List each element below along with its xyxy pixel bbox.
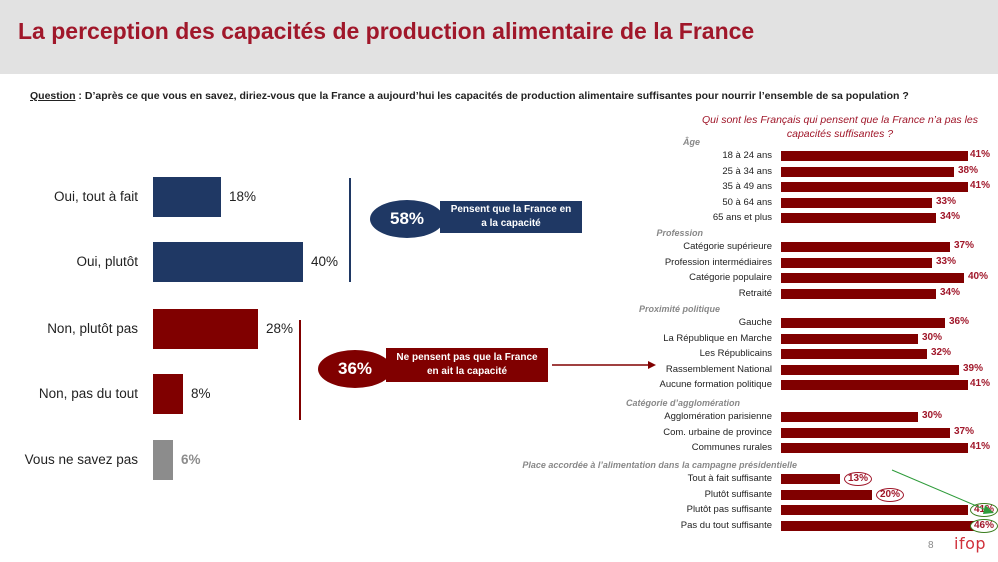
breakdown-bar — [781, 333, 918, 344]
breakdown-value: 34% — [940, 286, 961, 298]
left-category-label: Non, pas du tout — [38, 386, 138, 401]
breakdown-label: 25 à 34 ans — [722, 165, 772, 177]
breakdown-label: Rassemblement National — [665, 363, 772, 375]
breakdown-label: Les Républicains — [699, 348, 772, 359]
breakdown-bar — [781, 474, 840, 484]
breakdown-label: Tout à fait suffisante — [687, 473, 772, 484]
group-title: Proximité politique — [638, 304, 720, 314]
question-separator: : — [75, 90, 85, 102]
left-value-label: 8% — [191, 386, 211, 401]
breakdown-bar — [781, 380, 968, 390]
breakdown-bar — [781, 520, 991, 531]
left-value-label: 6% — [181, 452, 201, 467]
breakdown-label: 65 ans et plus — [712, 212, 772, 223]
breakdown-label: Pas du tout suffisante — [680, 519, 772, 531]
breakdown-bar — [781, 197, 932, 208]
group-title: Âge — [682, 137, 700, 147]
breakdown-value: 38% — [958, 164, 979, 176]
breakdown-value: 36% — [949, 316, 970, 327]
breakdown-value: 37% — [954, 240, 975, 251]
breakdown-label: Com. urbaine de province — [663, 426, 772, 438]
left-category-label: Oui, tout à fait — [53, 189, 138, 204]
breakdown-value: 39% — [963, 362, 984, 374]
left-bar — [153, 374, 183, 414]
breakdown-label: La République en Marche — [663, 332, 772, 344]
group-title: Profession — [656, 228, 703, 238]
breakdown-value: 20% — [876, 487, 905, 502]
left-value-label: 18% — [229, 189, 257, 204]
left-bar — [153, 309, 258, 349]
left-bar — [153, 242, 303, 282]
page-title: La perception des capacités de productio… — [18, 18, 755, 44]
left-category-label: Vous ne savez pas — [24, 452, 138, 467]
breakdown-value: 41% — [970, 378, 991, 389]
breakdown-title: Qui sont les Français qui pensent que la… — [701, 114, 979, 140]
breakdown-value: 30% — [922, 331, 943, 343]
breakdown-value: 32% — [931, 347, 952, 358]
breakdown-label: Agglomération parisienne — [664, 411, 772, 422]
breakdown-bar — [781, 151, 968, 161]
no-percent-bubble: 36% — [318, 350, 392, 388]
breakdown-value: 33% — [936, 255, 957, 267]
breakdown-label: Profession intermédiaires — [664, 256, 772, 268]
page-number: 8 — [928, 540, 934, 551]
breakdown-bar — [781, 213, 936, 223]
breakdown-label: Plutôt suffisante — [704, 488, 772, 500]
header-band — [0, 0, 998, 74]
breakdown-label: Catégorie populaire — [689, 272, 772, 283]
group-title: Place accordée à l’alimentation dans la … — [522, 460, 797, 470]
breakdown-bar — [781, 273, 964, 283]
breakdown-bar — [781, 288, 936, 299]
breakdown-bar — [781, 242, 950, 252]
yes-bracket-line — [349, 178, 351, 282]
yes-summary-box: Pensent que la France en a la capacité — [440, 201, 582, 233]
breakdown-bar — [781, 505, 968, 515]
no-summary-box: Ne pensent pas que la France en ait la c… — [386, 348, 548, 382]
breakdown-label: 50 à 64 ans — [722, 196, 772, 208]
question-line: Question : D’après ce que vous en savez,… — [30, 90, 909, 102]
breakdown-value: 30% — [922, 410, 943, 421]
breakdown-bar — [781, 257, 932, 268]
no-bracket-line — [299, 320, 301, 420]
left-category-label: Non, plutôt pas — [47, 321, 138, 336]
breakdown-bar — [781, 349, 927, 359]
breakdown-bar — [781, 412, 918, 422]
breakdown-bar — [781, 364, 959, 375]
breakdown-label: Gauche — [738, 317, 772, 328]
question-label: Question — [30, 90, 76, 102]
left-value-label: 28% — [266, 321, 294, 336]
breakdown-value: 40% — [968, 271, 989, 282]
group-title: Catégorie d’agglomération — [625, 398, 740, 408]
breakdown-label: 18 à 24 ans — [722, 150, 772, 161]
breakdown-value: 33% — [936, 195, 957, 207]
breakdown-bar — [781, 489, 872, 500]
breakdown-value: 41% — [970, 149, 991, 160]
question-text: D’après ce que vous en savez, diriez-vou… — [84, 90, 909, 102]
left-bar — [153, 440, 173, 480]
breakdown-value: 41% — [970, 441, 991, 452]
breakdown-value: 13% — [844, 472, 873, 486]
breakdown-value: 37% — [954, 425, 975, 437]
breakdown-label: Retraité — [738, 287, 772, 299]
arrow-to-breakdown — [552, 361, 656, 369]
left-bar — [153, 177, 221, 217]
left-category-label: Oui, plutôt — [76, 254, 138, 269]
breakdown-label: Plutôt pas suffisante — [686, 504, 772, 515]
breakdown-value: 46% — [970, 518, 998, 533]
breakdown-bar — [781, 166, 954, 177]
breakdown-label: Aucune formation politique — [659, 379, 773, 390]
breakdown-value: 34% — [940, 211, 961, 222]
left-value-label: 40% — [311, 254, 339, 269]
breakdown-label: 35 à 49 ans — [722, 181, 772, 192]
breakdown-label: Communes rurales — [691, 442, 772, 453]
breakdown-bar — [781, 318, 945, 328]
trend-arrow — [891, 469, 994, 514]
breakdown-bar — [781, 182, 968, 192]
breakdown-bar — [781, 427, 950, 438]
breakdown-value: 41% — [970, 180, 991, 191]
breakdown-label: Catégorie supérieure — [683, 241, 772, 252]
ifop-logo: ifop — [954, 534, 987, 553]
breakdown-bar — [781, 443, 968, 453]
yes-percent-bubble: 58% — [370, 200, 444, 238]
